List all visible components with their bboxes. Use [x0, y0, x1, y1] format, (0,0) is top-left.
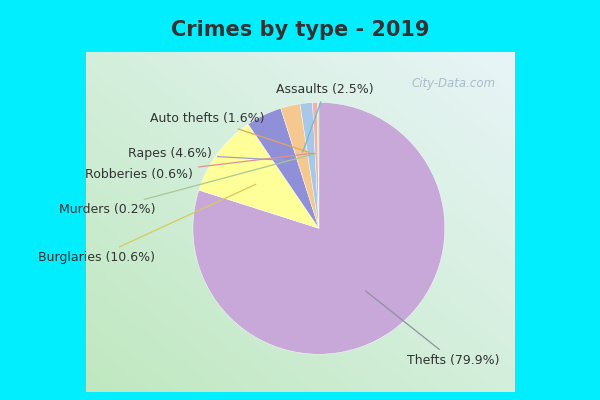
Wedge shape	[300, 102, 319, 228]
Wedge shape	[313, 102, 319, 228]
Wedge shape	[317, 102, 319, 228]
Wedge shape	[199, 124, 319, 228]
Text: Robberies (0.6%): Robberies (0.6%)	[85, 153, 314, 181]
Text: City-Data.com: City-Data.com	[411, 77, 495, 90]
Text: Crimes by type - 2019: Crimes by type - 2019	[171, 20, 429, 40]
Text: Burglaries (10.6%): Burglaries (10.6%)	[38, 184, 256, 264]
Text: Murders (0.2%): Murders (0.2%)	[59, 154, 316, 216]
Text: Thefts (79.9%): Thefts (79.9%)	[365, 291, 500, 367]
Wedge shape	[193, 102, 445, 354]
Text: Rapes (4.6%): Rapes (4.6%)	[128, 148, 283, 160]
Text: Auto thefts (1.6%): Auto thefts (1.6%)	[150, 112, 308, 152]
Text: Assaults (2.5%): Assaults (2.5%)	[277, 83, 374, 152]
Wedge shape	[281, 104, 319, 228]
Wedge shape	[248, 108, 319, 228]
